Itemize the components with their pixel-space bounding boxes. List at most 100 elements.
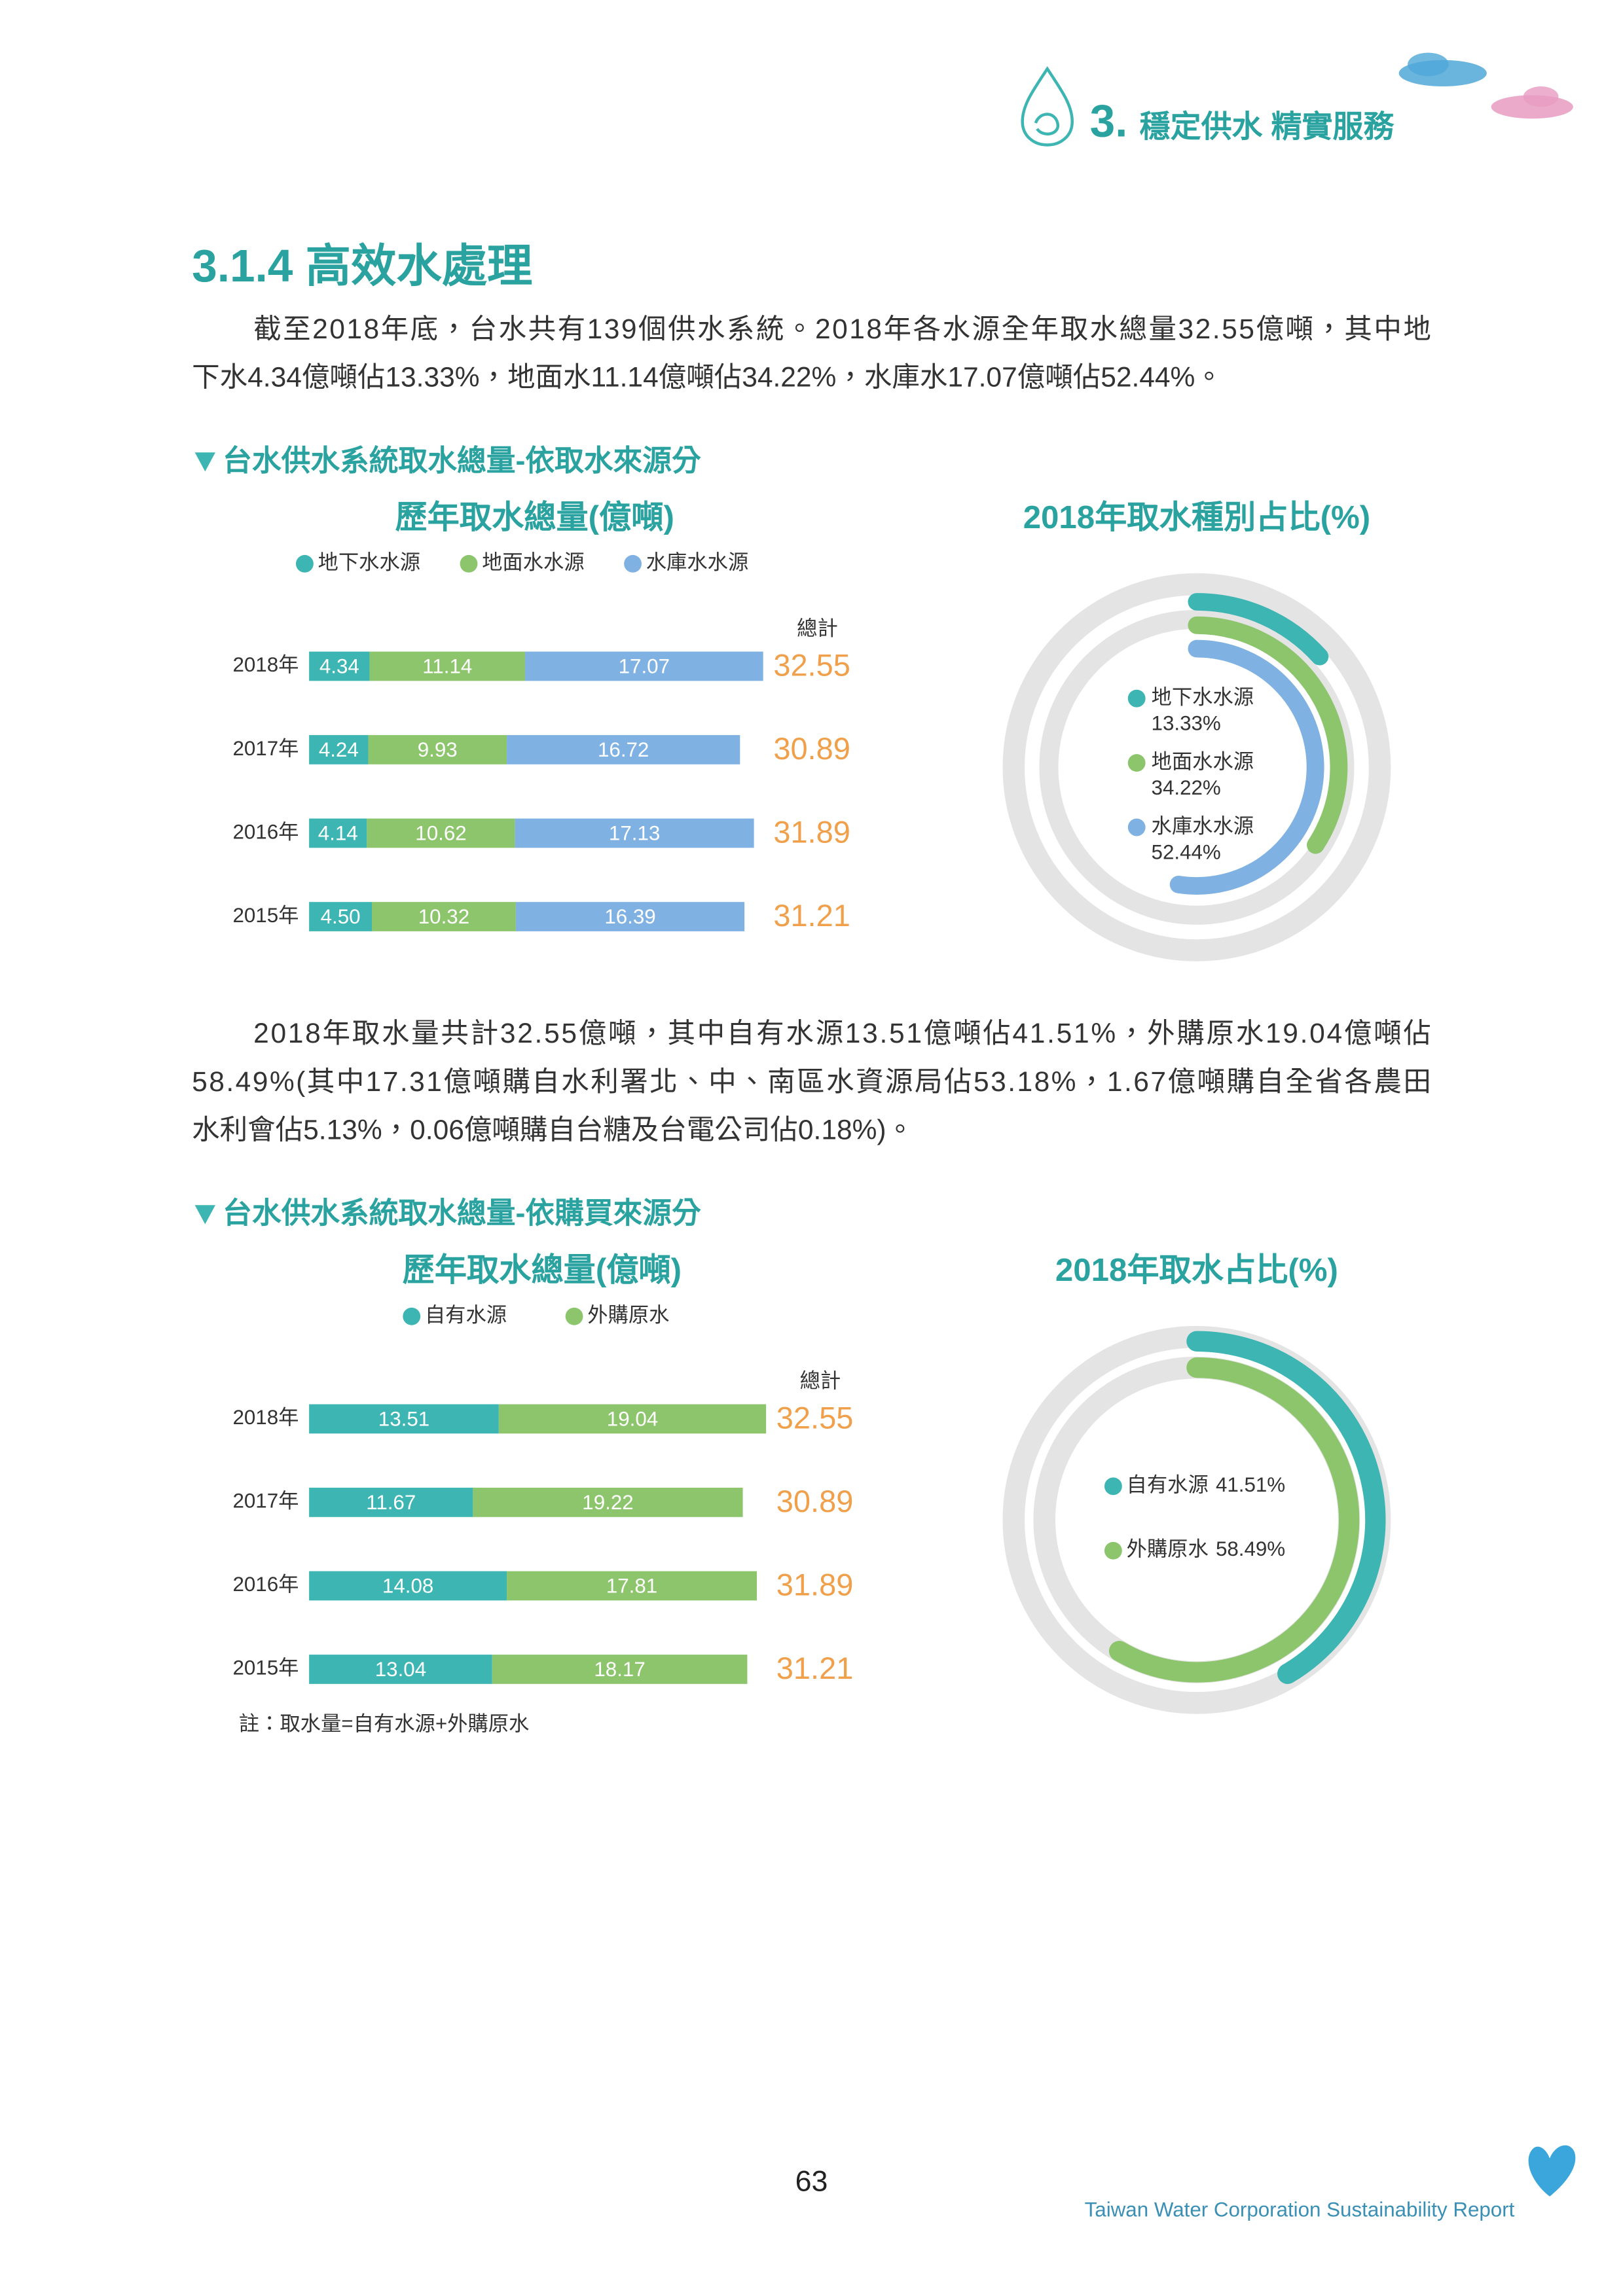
bar-value-label: 19.22 [582, 1491, 633, 1514]
bar-value-label: 14.08 [382, 1574, 433, 1597]
legend-marker [295, 554, 314, 573]
bar-value-label: 16.72 [598, 738, 649, 761]
bar-value-label: 4.24 [319, 738, 359, 761]
heart-decoration [1528, 2145, 1576, 2197]
bar-value-label: 18.17 [594, 1658, 645, 1681]
chapter-number: 3. [1090, 95, 1128, 146]
cloud-decoration [1398, 52, 1573, 119]
legend-value: 41.51% [1216, 1473, 1285, 1496]
legend-label: 水庫水水源 [646, 551, 749, 574]
chart-title: 歷年取水總量(億噸) [395, 499, 674, 535]
bar-value-label: 4.14 [318, 822, 358, 845]
bar-value-label: 19.04 [607, 1407, 658, 1430]
paragraph-line: 截至2018年底，台水共有139個供水系統。2018年各水源全年取水總量32.5… [253, 314, 1431, 345]
bar-segment [309, 1571, 507, 1601]
subsection-marker [194, 452, 215, 472]
bar-value-label: 10.62 [415, 822, 466, 845]
bar-value-label: 17.81 [606, 1574, 657, 1597]
bar-segment [309, 1404, 499, 1434]
legend-marker [624, 554, 642, 573]
category-label: 2017年 [232, 737, 299, 760]
chart-title: 2018年取水占比(%) [1055, 1252, 1338, 1288]
subsection-title: 台水供水系統取水總量-依購買來源分 [223, 1197, 701, 1230]
total-value: 31.21 [773, 898, 850, 933]
ring-track [1002, 573, 1391, 961]
bar-segment [515, 818, 754, 848]
bar-segment [367, 818, 515, 848]
bar-segment [368, 735, 507, 764]
legend-label: 外購原水 [1127, 1538, 1209, 1561]
total-header: 總計 [797, 617, 838, 639]
legend-marker [1104, 1541, 1122, 1560]
category-label: 2018年 [232, 653, 299, 676]
legend-value: 58.49% [1216, 1538, 1285, 1561]
ring-arc [1108, 1357, 1360, 1683]
ring-arc [1186, 1331, 1386, 1684]
bar-value-label: 11.67 [366, 1491, 416, 1514]
category-label: 2016年 [232, 820, 299, 843]
legend-marker [1127, 818, 1146, 836]
total-value: 31.21 [776, 1651, 854, 1685]
header-icon [1021, 66, 1074, 147]
legend-marker [565, 1307, 583, 1325]
legend-marker [1127, 689, 1146, 708]
legend-marker [1104, 1477, 1122, 1496]
chart-title: 2018年取水種別占比(%) [1023, 499, 1370, 535]
legend-value: 34.22% [1152, 776, 1221, 799]
bar-segment [507, 1571, 757, 1601]
category-label: 2015年 [232, 1657, 299, 1679]
bar-segment [498, 1404, 767, 1434]
bar-segment [473, 1488, 743, 1517]
section-title: 3.1.4 高效水處理 [192, 240, 532, 291]
bar-segment [524, 651, 763, 681]
bar-segment [507, 735, 740, 764]
chart-title: 歷年取水總量(億噸) [403, 1252, 682, 1288]
bar-value-label: 4.34 [319, 655, 359, 677]
category-label: 2016年 [232, 1573, 299, 1596]
bar-value-label: 10.32 [418, 905, 469, 928]
total-value: 30.89 [773, 731, 850, 766]
total-value: 32.55 [773, 648, 850, 683]
page-number: 63 [795, 2165, 828, 2198]
legend-label: 自有水源 [425, 1304, 507, 1327]
category-label: 2017年 [232, 1490, 299, 1513]
bar-value-label: 16.39 [604, 905, 655, 928]
total-header: 總計 [800, 1369, 841, 1392]
legend-label: 水庫水水源 [1152, 814, 1254, 837]
bar-segment [309, 735, 369, 764]
bar-segment [309, 1488, 473, 1517]
note: 註：取水量=自有水源+外購原水 [239, 1712, 530, 1735]
legend-label: 自有水源 [1127, 1473, 1209, 1496]
legend-entry: 自有水源 41.51% [1127, 1473, 1286, 1496]
subsection-title: 台水供水系統取水總量-依取水來源分 [223, 444, 701, 477]
bar-segment [492, 1655, 748, 1684]
category-label: 2018年 [232, 1406, 299, 1429]
bar-segment [515, 902, 745, 931]
subsection-marker [194, 1205, 215, 1225]
legend-entry: 外購原水 58.49% [1127, 1538, 1286, 1561]
paragraph-line: 水利會佔5.13%，0.06億噸購自台糖及台電公司佔0.18%)。 [192, 1115, 914, 1146]
bar-value-label: 11.14 [422, 655, 472, 677]
paragraph-line: 58.49%(其中17.31億噸購自水利署北、中、南區水資源局佔53.18%，1… [192, 1067, 1431, 1098]
legend-marker [1127, 754, 1146, 772]
legend-marker [460, 554, 478, 573]
ring-arc [1188, 593, 1329, 666]
legend-label: 地下水水源 [318, 551, 421, 574]
bar-value-label: 9.93 [418, 738, 458, 761]
ring-arc [1169, 639, 1324, 895]
bar-value-label: 13.04 [375, 1658, 426, 1681]
bar-segment [309, 818, 367, 848]
total-value: 31.89 [776, 1568, 854, 1602]
legend-value: 13.33% [1152, 712, 1221, 735]
bar-segment [372, 902, 516, 931]
report-name: Taiwan Water Corporation Sustainability … [1085, 2198, 1515, 2221]
bar-value-label: 17.13 [609, 822, 660, 845]
total-value: 30.89 [776, 1484, 854, 1518]
bar-segment [369, 651, 525, 681]
total-value: 32.55 [776, 1401, 854, 1435]
bar-segment [309, 902, 373, 931]
legend-label: 地面水水源 [1152, 750, 1254, 773]
total-value: 31.89 [773, 815, 850, 850]
